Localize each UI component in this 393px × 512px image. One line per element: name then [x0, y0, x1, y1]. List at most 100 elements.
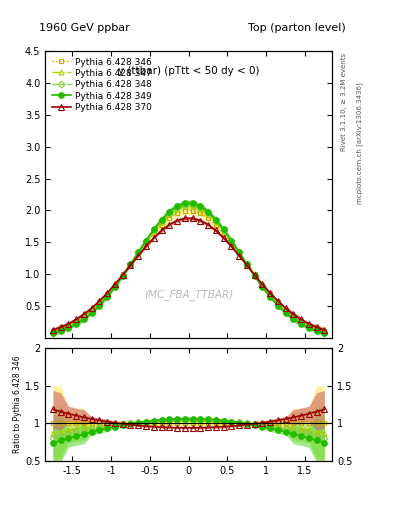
Pythia 6.428 348 [314, 327, 319, 333]
Pythia 6.428 347 [198, 206, 203, 212]
Pythia 6.428 370 [307, 321, 311, 327]
Pythia 6.428 348 [128, 261, 133, 267]
Pythia 6.428 349 [206, 208, 210, 215]
Pythia 6.428 348 [113, 283, 118, 289]
Pythia 6.428 370 [151, 235, 156, 241]
Pythia 6.428 347 [322, 329, 327, 335]
Pythia 6.428 348 [89, 309, 94, 315]
Pythia 6.428 347 [221, 227, 226, 233]
Pythia 6.428 370 [244, 262, 249, 268]
Pythia 6.428 347 [58, 327, 63, 333]
Pythia 6.428 347 [51, 329, 55, 335]
Pythia 6.428 346 [244, 261, 249, 267]
Pythia 6.428 349 [275, 303, 280, 309]
Pythia 6.428 349 [82, 316, 86, 322]
Pythia 6.428 347 [66, 324, 71, 330]
Pythia 6.428 346 [82, 313, 86, 319]
Line: Pythia 6.428 349: Pythia 6.428 349 [50, 200, 327, 336]
Pythia 6.428 348 [51, 330, 55, 336]
Pythia 6.428 349 [105, 294, 110, 300]
Pythia 6.428 347 [159, 219, 164, 225]
Pythia 6.428 349 [74, 321, 79, 327]
Pythia 6.428 349 [221, 226, 226, 232]
Pythia 6.428 349 [229, 238, 234, 244]
Pythia 6.428 346 [182, 208, 187, 214]
Y-axis label: Ratio to Pythia 6.428 346: Ratio to Pythia 6.428 346 [13, 356, 22, 453]
Pythia 6.428 370 [66, 321, 71, 327]
Pythia 6.428 346 [237, 250, 241, 256]
Pythia 6.428 347 [237, 249, 241, 255]
Pythia 6.428 370 [74, 316, 79, 323]
Pythia 6.428 370 [221, 235, 226, 241]
Pythia 6.428 370 [182, 216, 187, 222]
Pythia 6.428 349 [291, 316, 296, 322]
Pythia 6.428 349 [283, 310, 288, 316]
Pythia 6.428 347 [74, 319, 79, 326]
Pythia 6.428 346 [221, 230, 226, 236]
Pythia 6.428 348 [213, 217, 218, 223]
Pythia 6.428 346 [128, 261, 133, 267]
Pythia 6.428 370 [120, 272, 125, 278]
Pythia 6.428 346 [136, 250, 141, 256]
Pythia 6.428 346 [291, 313, 296, 319]
Pythia 6.428 348 [322, 330, 327, 336]
Pythia 6.428 348 [244, 261, 249, 267]
Pythia 6.428 370 [322, 327, 327, 333]
Pythia 6.428 346 [268, 291, 272, 297]
Pythia 6.428 348 [260, 283, 264, 289]
Pythia 6.428 347 [82, 314, 86, 321]
Pythia 6.428 370 [105, 290, 110, 296]
Text: y (ttbar) (pTtt < 50 dy < 0): y (ttbar) (pTtt < 50 dy < 0) [118, 66, 259, 76]
Pythia 6.428 370 [229, 243, 234, 249]
Pythia 6.428 348 [291, 315, 296, 321]
Pythia 6.428 346 [174, 210, 179, 216]
Pythia 6.428 346 [190, 208, 195, 214]
Pythia 6.428 346 [66, 322, 71, 328]
Pythia 6.428 349 [182, 200, 187, 206]
Pythia 6.428 347 [307, 324, 311, 330]
Pythia 6.428 348 [120, 272, 125, 279]
Pythia 6.428 347 [244, 261, 249, 267]
Line: Pythia 6.428 370: Pythia 6.428 370 [50, 216, 327, 333]
Pythia 6.428 346 [213, 222, 218, 228]
Pythia 6.428 346 [260, 282, 264, 288]
Pythia 6.428 346 [307, 322, 311, 328]
Pythia 6.428 370 [198, 218, 203, 224]
Pythia 6.428 370 [143, 243, 148, 249]
Pythia 6.428 347 [291, 314, 296, 321]
Pythia 6.428 346 [89, 307, 94, 313]
Pythia 6.428 348 [182, 201, 187, 207]
Pythia 6.428 348 [159, 217, 164, 223]
Pythia 6.428 349 [190, 200, 195, 206]
Pythia 6.428 348 [167, 209, 172, 216]
Pythia 6.428 347 [206, 211, 210, 217]
Pythia 6.428 370 [283, 305, 288, 311]
Text: Rivet 3.1.10, ≥ 3.2M events: Rivet 3.1.10, ≥ 3.2M events [341, 53, 347, 152]
Pythia 6.428 349 [113, 284, 118, 290]
Pythia 6.428 347 [275, 301, 280, 307]
Pythia 6.428 349 [58, 328, 63, 334]
Pythia 6.428 349 [89, 310, 94, 316]
Pythia 6.428 349 [97, 303, 102, 309]
Pythia 6.428 349 [244, 261, 249, 267]
Pythia 6.428 348 [82, 315, 86, 321]
Pythia 6.428 347 [268, 292, 272, 298]
Pythia 6.428 370 [206, 222, 210, 228]
Pythia 6.428 348 [143, 238, 148, 244]
Pythia 6.428 346 [151, 230, 156, 236]
Pythia 6.428 370 [299, 316, 303, 323]
Pythia 6.428 347 [314, 327, 319, 333]
Pythia 6.428 370 [58, 324, 63, 330]
Pythia 6.428 346 [105, 291, 110, 297]
Pythia 6.428 348 [198, 204, 203, 210]
Pythia 6.428 348 [299, 320, 303, 326]
Pythia 6.428 348 [275, 302, 280, 308]
Pythia 6.428 370 [252, 272, 257, 278]
Pythia 6.428 370 [237, 252, 241, 259]
Pythia 6.428 347 [105, 292, 110, 298]
Pythia 6.428 346 [143, 240, 148, 246]
Pythia 6.428 348 [307, 324, 311, 330]
Pythia 6.428 370 [159, 227, 164, 233]
Text: (MC_FBA_TTBAR): (MC_FBA_TTBAR) [144, 289, 233, 301]
Pythia 6.428 347 [252, 272, 257, 278]
